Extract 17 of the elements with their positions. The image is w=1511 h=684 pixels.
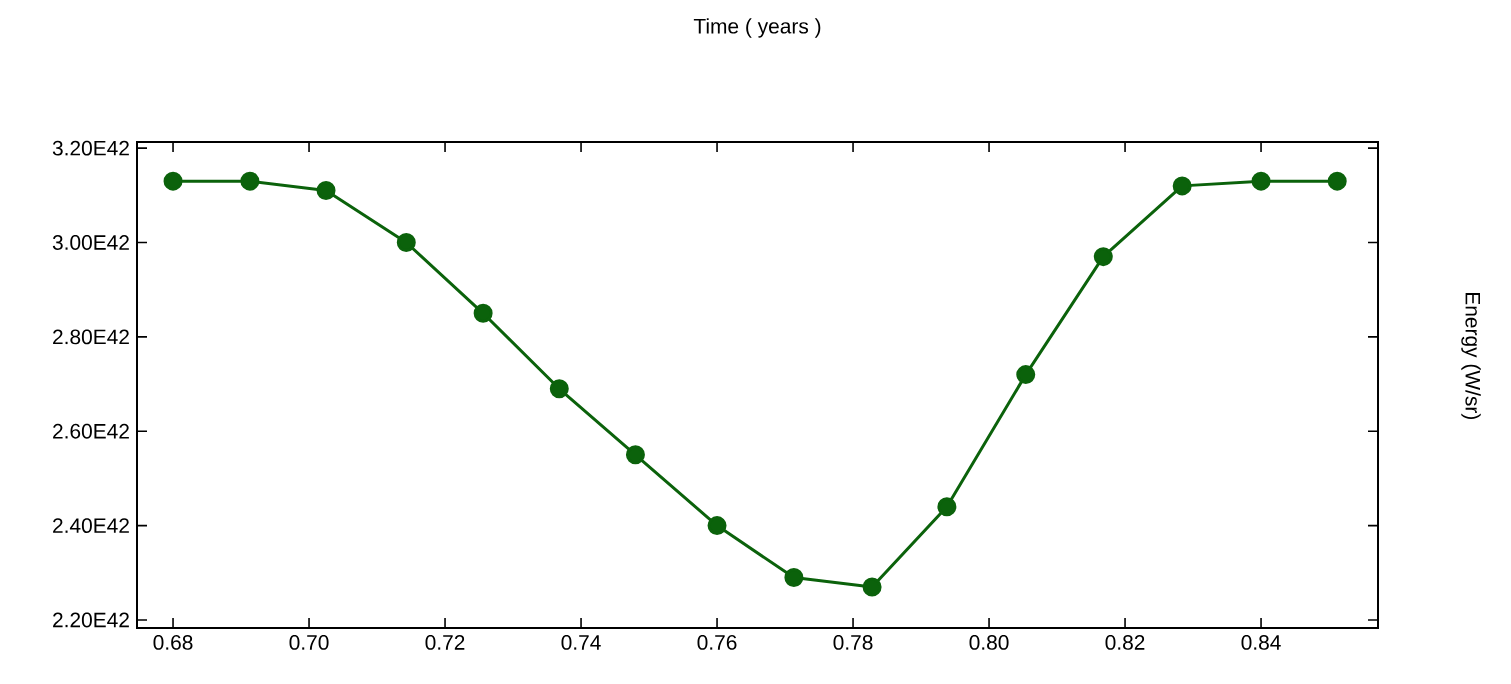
x-tick-label: 0.74	[561, 635, 601, 650]
x-tick-label: 0.70	[289, 635, 329, 650]
x-tick-label: 0.84	[1241, 635, 1281, 650]
y-tick-label: 2.40E42	[53, 518, 129, 534]
x-axis-title: Time ( years )	[693, 18, 821, 38]
y-tick-label: 2.60E42	[53, 423, 129, 439]
y-tick-label: 3.20E42	[52, 140, 129, 156]
y-axis-title: Energy (W/sr)	[1461, 293, 1481, 420]
x-tick-label: 0.72	[425, 635, 465, 650]
y-tick-label: 2.20E42	[53, 612, 129, 628]
x-tick-label: 0.68	[153, 635, 193, 650]
y-tick-label: 3.00E42	[52, 235, 129, 250]
x-tick-label: 0.78	[833, 635, 873, 650]
x-tick-label: 0.82	[1105, 635, 1145, 650]
y-tick-label: 2.80E42	[53, 329, 129, 345]
x-tick-label: 0.80	[969, 635, 1009, 650]
x-tick-label: 0.76	[697, 635, 737, 650]
